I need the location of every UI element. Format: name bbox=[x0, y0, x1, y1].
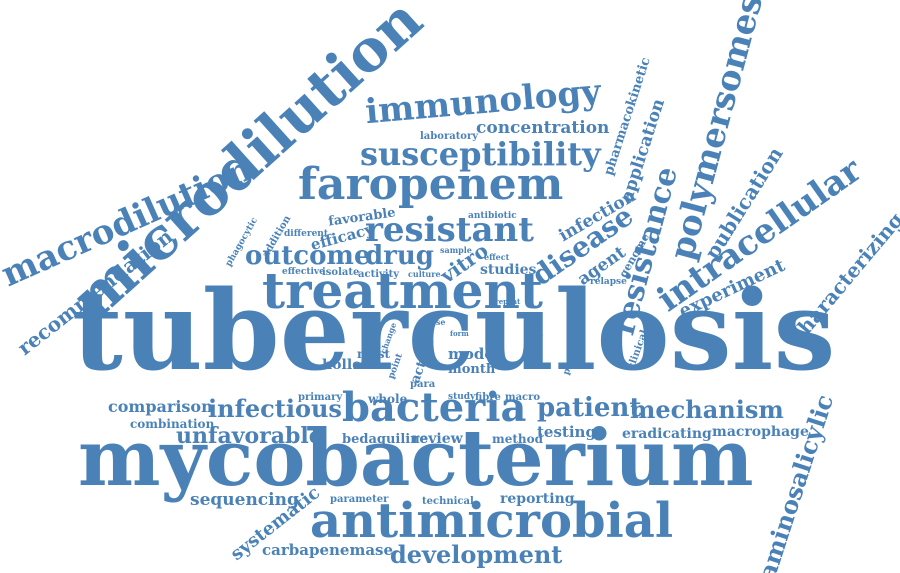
word-eradicating: eradicating bbox=[622, 426, 712, 442]
word-faropenem: faropenem bbox=[298, 159, 564, 210]
word-development: development bbox=[390, 540, 563, 569]
word-method: method bbox=[492, 432, 543, 446]
word-whole: whole bbox=[368, 392, 408, 406]
word-isolate: isolate bbox=[322, 267, 360, 278]
word-patient: patient bbox=[537, 393, 642, 423]
word-treatment: treatment bbox=[262, 261, 543, 320]
word-different: different bbox=[284, 229, 328, 239]
word-resistant: resistant bbox=[365, 210, 534, 250]
word-studies: studies bbox=[480, 262, 537, 278]
word-review: review bbox=[412, 431, 463, 447]
word-antimicrobial: antimicrobial bbox=[310, 493, 674, 549]
word-most: most bbox=[357, 347, 390, 361]
word-unfavorable: unfavorable bbox=[176, 423, 323, 449]
word-macro: macro bbox=[505, 392, 541, 403]
word-hollow: hollow bbox=[322, 357, 374, 373]
word-effect: effect bbox=[484, 252, 510, 262]
word-comparison: comparison bbox=[108, 397, 213, 416]
word-sequencing: sequencing bbox=[190, 490, 299, 510]
word-parameter: parameter bbox=[330, 494, 389, 505]
word-tuberculosis: tuberculosis bbox=[72, 266, 836, 395]
word-culture: culture bbox=[408, 269, 441, 279]
word-combination: combination bbox=[130, 417, 215, 431]
word-bacteria: bacteria bbox=[342, 384, 527, 431]
word-repeat: repeat bbox=[495, 297, 521, 306]
word-month: month bbox=[448, 362, 496, 377]
word-relapse: relapse bbox=[590, 277, 627, 287]
word-sample: sample bbox=[440, 245, 472, 255]
word-primary: primary bbox=[298, 392, 343, 403]
word-model: model bbox=[448, 345, 500, 363]
word-concentration: concentration bbox=[476, 118, 610, 138]
word-form: form bbox=[450, 329, 469, 338]
word-fibre: fibre bbox=[475, 392, 501, 403]
word-mycobacterium: mycobacterium bbox=[78, 413, 754, 504]
word-macrophage: macrophage bbox=[712, 424, 809, 440]
word-mechanism: mechanism bbox=[630, 395, 784, 424]
word-para: para bbox=[410, 379, 436, 390]
word-susceptibility: susceptibility bbox=[360, 135, 601, 173]
word-laboratory: laboratory bbox=[420, 131, 479, 142]
word-effective: effective bbox=[282, 267, 325, 277]
word-antibiotic: antibiotic bbox=[468, 211, 517, 221]
word-cause: cause bbox=[420, 317, 446, 327]
word-activity: activity bbox=[358, 269, 400, 280]
word-infectious: infectious bbox=[208, 394, 342, 423]
word-study: study bbox=[448, 392, 476, 402]
word-drug: drug bbox=[365, 241, 434, 271]
word-reporting: reporting bbox=[500, 491, 575, 507]
word-testing: testing bbox=[537, 423, 596, 441]
word-outcome: outcome bbox=[245, 241, 371, 271]
word-carbapenemase: carbapenemase bbox=[262, 541, 394, 559]
word-technical: technical bbox=[422, 496, 474, 507]
word-bedaquiline: bedaquiline bbox=[342, 432, 428, 447]
